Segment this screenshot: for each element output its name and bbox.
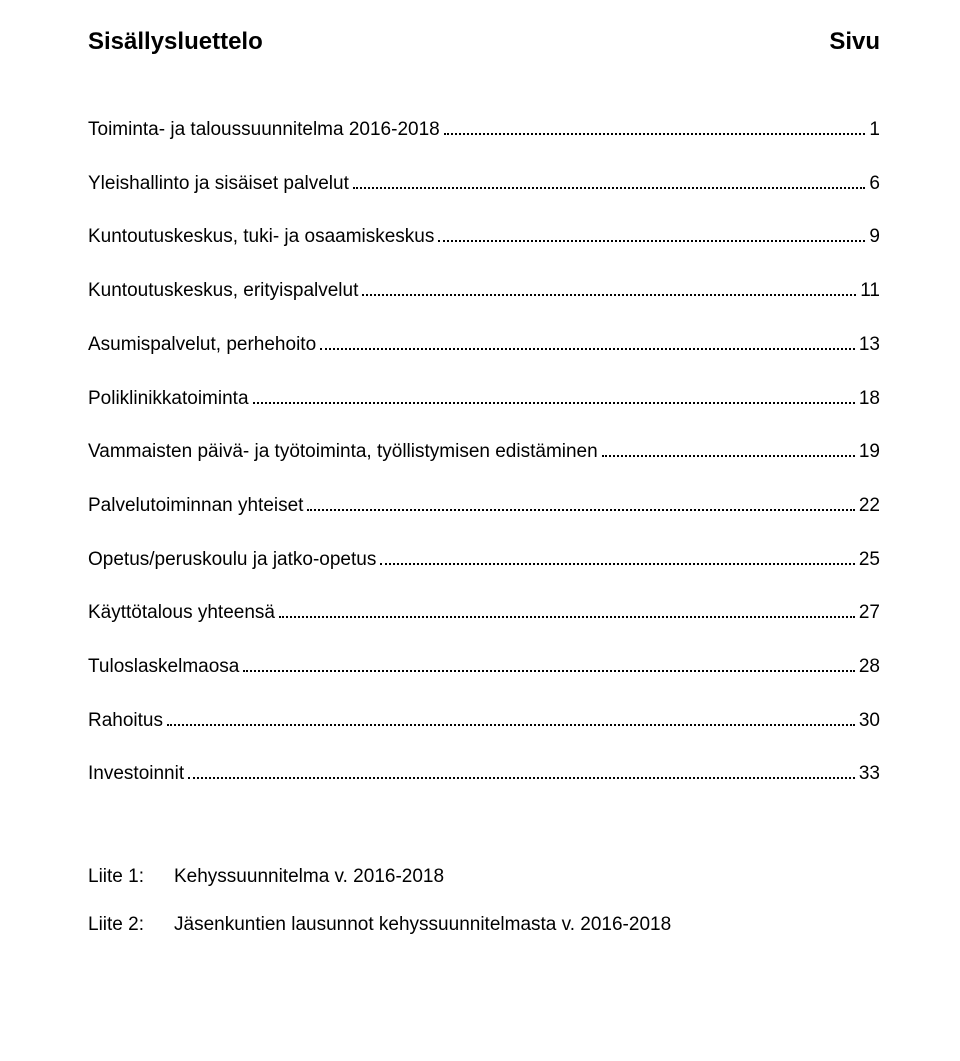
toc-row: Palvelutoiminnan yhteiset 22 <box>88 492 880 520</box>
toc-row: Rahoitus 30 <box>88 707 880 735</box>
appendix-row: Liite 2:Jäsenkuntien lausunnot kehyssuun… <box>88 914 880 936</box>
toc-entry-label: Käyttötalous yhteensä <box>88 600 275 627</box>
toc-entry-page: 1 <box>869 117 880 144</box>
appendix-row: Liite 1:Kehyssuunnitelma v. 2016-2018 <box>88 866 880 888</box>
toc-row: Kuntoutuskeskus, tuki- ja osaamiskeskus 9 <box>88 223 880 251</box>
toc-leader-dots <box>438 223 865 242</box>
toc-header: Sisällysluettelo Sivu <box>88 28 880 56</box>
toc-row: Yleishallinto ja sisäiset palvelut 6 <box>88 170 880 198</box>
toc-leader-dots <box>444 116 866 135</box>
appendix-key: Liite 2: <box>88 914 174 936</box>
toc-leader-dots <box>307 492 854 511</box>
toc-entry-label: Opetus/peruskoulu ja jatko-opetus <box>88 547 376 574</box>
toc-list: Toiminta- ja taloussuunnitelma 2016-2018… <box>88 116 880 788</box>
toc-leader-dots <box>279 599 855 618</box>
toc-entry-label: Yleishallinto ja sisäiset palvelut <box>88 171 349 198</box>
toc-leader-dots <box>243 653 854 672</box>
toc-entry-label: Vammaisten päivä- ja työtoiminta, työlli… <box>88 439 598 466</box>
toc-leader-dots <box>253 384 855 403</box>
toc-leader-dots <box>380 546 855 565</box>
page-container: Sisällysluettelo Sivu Toiminta- ja talou… <box>0 0 960 1061</box>
toc-entry-page: 30 <box>859 708 880 735</box>
toc-page-heading: Sivu <box>829 28 880 56</box>
toc-entry-page: 9 <box>869 224 880 251</box>
toc-leader-dots <box>353 170 866 189</box>
toc-entry-page: 28 <box>859 654 880 681</box>
toc-leader-dots <box>167 707 855 726</box>
toc-row: Investoinnit 33 <box>88 760 880 788</box>
toc-entry-page: 18 <box>859 386 880 413</box>
toc-leader-dots <box>320 331 855 350</box>
toc-leader-dots <box>362 277 856 296</box>
appendix-key: Liite 1: <box>88 866 174 888</box>
appendix-list: Liite 1:Kehyssuunnitelma v. 2016-2018Lii… <box>88 866 880 936</box>
toc-row: Poliklinikkatoiminta 18 <box>88 384 880 412</box>
toc-title: Sisällysluettelo <box>88 28 263 56</box>
toc-entry-label: Asumispalvelut, perhehoito <box>88 332 316 359</box>
appendix-text: Kehyssuunnitelma v. 2016-2018 <box>174 866 444 888</box>
toc-entry-label: Investoinnit <box>88 761 184 788</box>
toc-entry-page: 11 <box>860 278 880 305</box>
toc-entry-page: 6 <box>869 171 880 198</box>
toc-row: Opetus/peruskoulu ja jatko-opetus 25 <box>88 546 880 574</box>
toc-entry-label: Poliklinikkatoiminta <box>88 386 249 413</box>
toc-entry-label: Rahoitus <box>88 708 163 735</box>
toc-entry-page: 13 <box>859 332 880 359</box>
toc-entry-page: 27 <box>859 600 880 627</box>
toc-entry-label: Toiminta- ja taloussuunnitelma 2016-2018 <box>88 117 440 144</box>
toc-entry-page: 25 <box>859 547 880 574</box>
toc-entry-label: Kuntoutuskeskus, erityispalvelut <box>88 278 358 305</box>
toc-entry-page: 19 <box>859 439 880 466</box>
toc-entry-page: 33 <box>859 761 880 788</box>
toc-row: Toiminta- ja taloussuunnitelma 2016-2018… <box>88 116 880 144</box>
toc-row: Kuntoutuskeskus, erityispalvelut 11 <box>88 277 880 305</box>
toc-row: Vammaisten päivä- ja työtoiminta, työlli… <box>88 438 880 466</box>
toc-row: Asumispalvelut, perhehoito 13 <box>88 331 880 359</box>
toc-row: Käyttötalous yhteensä 27 <box>88 599 880 627</box>
toc-row: Tuloslaskelmaosa 28 <box>88 653 880 681</box>
toc-entry-label: Palvelutoiminnan yhteiset <box>88 493 303 520</box>
toc-entry-label: Kuntoutuskeskus, tuki- ja osaamiskeskus <box>88 224 434 251</box>
toc-leader-dots <box>188 760 855 779</box>
toc-leader-dots <box>602 438 855 457</box>
toc-entry-page: 22 <box>859 493 880 520</box>
appendix-text: Jäsenkuntien lausunnot kehyssuunnitelmas… <box>174 914 671 936</box>
toc-entry-label: Tuloslaskelmaosa <box>88 654 239 681</box>
